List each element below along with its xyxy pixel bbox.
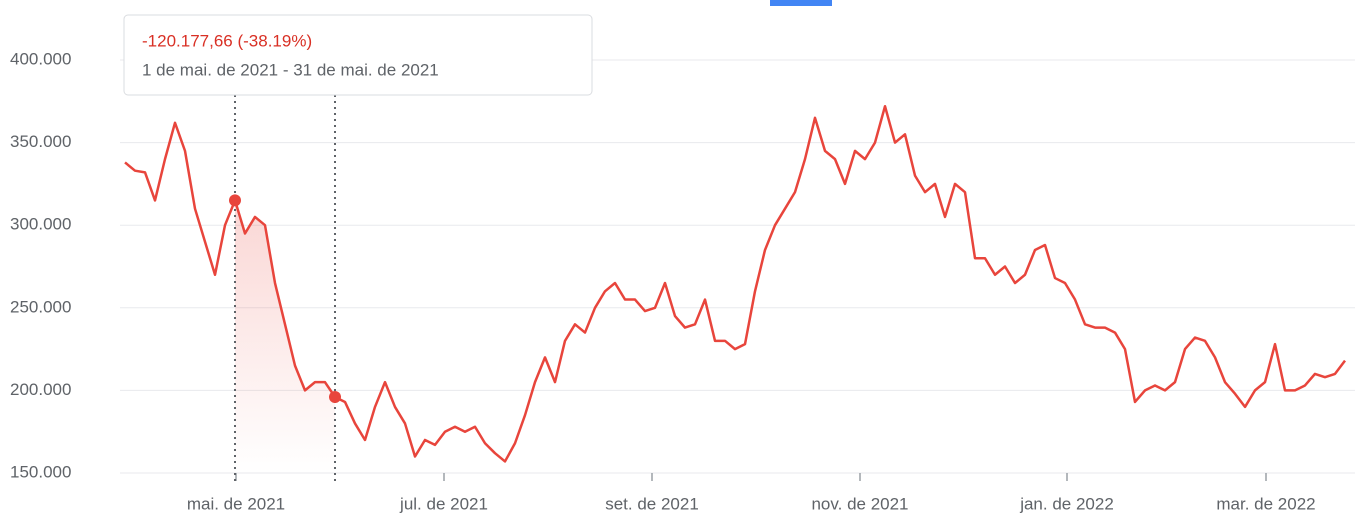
- y-tick-label: 400.000: [10, 49, 71, 68]
- y-tick-label: 150.000: [10, 462, 71, 481]
- x-tick-label: mar. de 2022: [1216, 494, 1315, 513]
- y-tick-label: 300.000: [10, 215, 71, 234]
- selection-point: [229, 194, 241, 207]
- x-tick-label: set. de 2021: [605, 494, 699, 513]
- x-tick-label: mai. de 2021: [187, 494, 285, 513]
- selection-area: [235, 200, 335, 474]
- price-line: [124, 105, 1346, 463]
- y-tick-label: 200.000: [10, 380, 71, 399]
- y-tick-label: 250.000: [10, 297, 71, 316]
- plot-area: 150.000 200.000 250.000 300.000 350.000 400.0…: [10, 49, 1355, 513]
- tooltip-change: -120.177,66 (-38.19%): [142, 31, 312, 50]
- x-tick-label: jan. de 2022: [1019, 494, 1114, 513]
- selection-point: [329, 391, 341, 404]
- y-tick-label: 350.000: [10, 132, 71, 151]
- tooltip-box: [123, 14, 593, 96]
- tab-indicator: [770, 0, 832, 6]
- x-tick-label: nov. de 2021: [811, 494, 908, 513]
- x-tick-label: jul. de 2021: [399, 494, 488, 513]
- tooltip: -120.177,66 (-38.19%) 1 de mai. de 2021 …: [123, 14, 593, 96]
- tooltip-range: 1 de mai. de 2021 - 31 de mai. de 2021: [142, 60, 439, 79]
